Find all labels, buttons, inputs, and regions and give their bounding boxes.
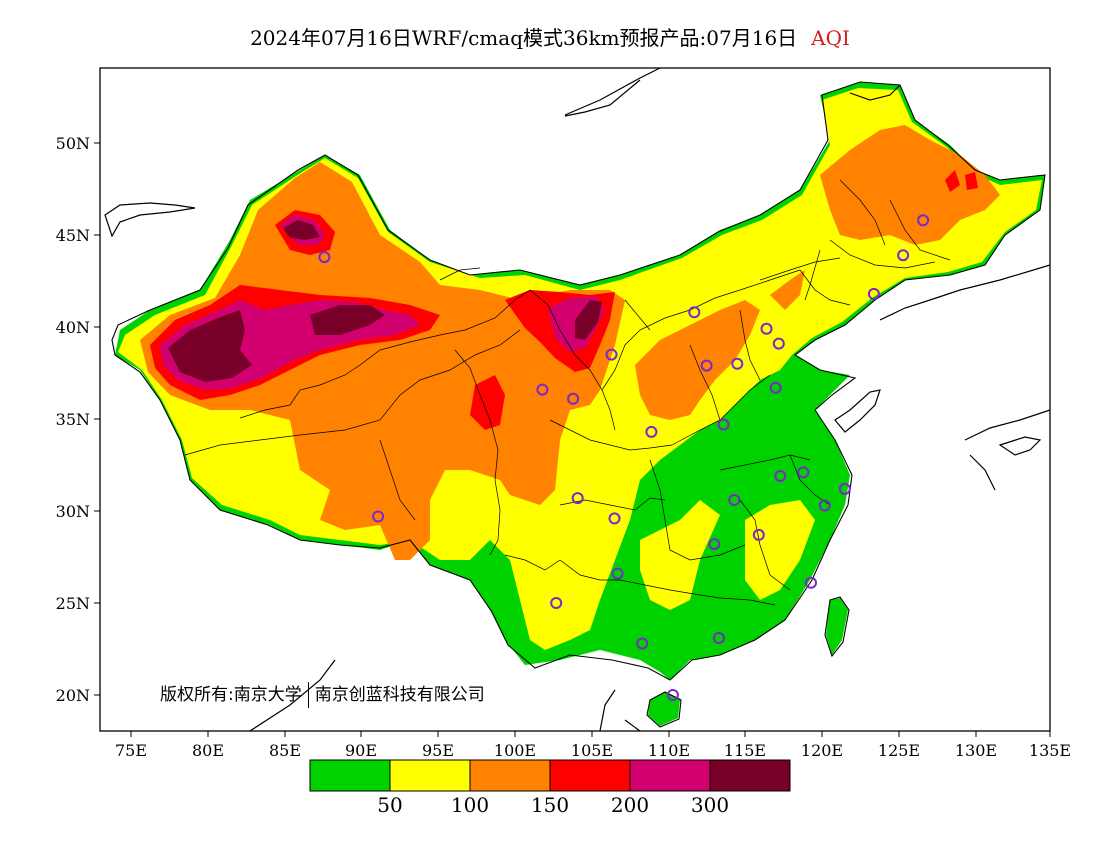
station-marker-harbin: [917, 214, 930, 227]
station-marker-zhengzhou: [717, 418, 730, 431]
map-title: 2024年07月16日WRF/cmaq模式36km预报产品:07月16日 AQI: [0, 22, 1100, 51]
lon-label-135e: 135E: [1029, 741, 1071, 760]
map-frame: [99, 67, 1051, 732]
station-marker-changchun: [897, 249, 910, 262]
station-marker-hefei: [774, 470, 787, 482]
station-marker-fuzhou: [805, 576, 817, 589]
lon-axis: 75E 80E 85E 90E 95E 100E 105E 110E 115E …: [115, 731, 1071, 760]
station-marker-nanning: [636, 637, 649, 650]
legend-swatch-3: [549, 759, 631, 792]
station-marker-changsha: [708, 538, 721, 551]
copyright-note: 版权所有:南京大学 南京创蓝科技有限公司: [160, 680, 485, 708]
station-marker-urumqi: [318, 251, 331, 264]
lat-label-45n: 45N: [56, 226, 90, 245]
station-marker-xining: [536, 383, 549, 396]
station-marker-hohhot: [688, 306, 701, 319]
lon-label-80e: 80E: [192, 741, 224, 760]
station-marker-yinchuan: [605, 348, 618, 361]
lon-label-85e: 85E: [269, 741, 301, 760]
station-marker-lhasa: [372, 510, 385, 523]
station-marker-haikou: [666, 689, 679, 701]
lon-label-130e: 130E: [955, 741, 997, 760]
lat-label-40n: 40N: [56, 318, 90, 337]
lat-label-30n: 30N: [56, 502, 90, 521]
legend-label-200: 200: [611, 793, 649, 817]
lon-label-100e: 100E: [494, 741, 536, 760]
credit-divider: [307, 682, 309, 708]
station-marker-jinan: [769, 381, 782, 394]
title-variable: AQI: [811, 26, 850, 50]
color-legend: [309, 759, 791, 792]
legend-label-50: 50: [377, 793, 402, 817]
station-marker-guiyang: [611, 567, 624, 580]
station-marker-chengdu: [571, 492, 584, 505]
legend-swatch-5: [709, 759, 791, 792]
legend-swatch-2: [469, 759, 551, 792]
legend-swatch-0: [309, 759, 391, 792]
station-marker-lanzhou: [567, 392, 580, 405]
lon-label-115e: 115E: [724, 741, 766, 760]
station-marker-wuhan: [728, 494, 741, 506]
lon-label-75e: 75E: [115, 741, 147, 760]
station-marker-kunming: [550, 597, 563, 609]
legend-label-150: 150: [531, 793, 569, 817]
legend-swatch-1: [389, 759, 471, 792]
station-marker-tianjin: [772, 337, 785, 350]
station-marker-guangzhou: [712, 632, 725, 644]
legend-label-100: 100: [451, 793, 489, 817]
lat-label-35n: 35N: [56, 410, 90, 429]
station-marker-chongqing: [608, 512, 621, 525]
station-markers: [318, 214, 930, 701]
station-marker-xian: [645, 425, 658, 438]
lat-label-20n: 20N: [56, 686, 90, 705]
lon-label-95e: 95E: [422, 741, 454, 760]
china-fill: [115, 82, 1045, 726]
legend-labels: 50 100 150 200 300: [377, 793, 729, 817]
lat-label-50n: 50N: [56, 134, 90, 153]
lon-label-105e: 105E: [571, 741, 613, 760]
credit-university: 版权所有:南京大学: [160, 685, 302, 705]
station-marker-shanghai: [838, 482, 851, 495]
station-marker-shenyang: [867, 287, 880, 300]
lon-label-110e: 110E: [648, 741, 690, 760]
legend-swatch-4: [629, 759, 711, 792]
legend-label-300: 300: [691, 793, 729, 817]
lon-label-90e: 90E: [345, 741, 377, 760]
station-marker-shijiazhuang: [731, 357, 744, 370]
lat-axis: 50N 45N 40N 35N 30N 25N 20N: [56, 134, 100, 705]
station-marker-beijing: [760, 322, 773, 335]
neighbor-coastlines: [104, 67, 1051, 732]
china-outline: [111, 81, 1046, 728]
station-marker-nanchang: [752, 528, 765, 541]
title-text: 2024年07月16日WRF/cmaq模式36km预报产品:07月16日: [250, 26, 798, 50]
station-marker-nanjing: [797, 466, 810, 479]
lon-label-125e: 125E: [878, 741, 920, 760]
credit-company: 南京创蓝科技有限公司: [314, 685, 485, 705]
lon-label-120e: 120E: [801, 741, 843, 760]
lat-label-25n: 25N: [56, 594, 90, 613]
station-marker-taiyuan: [700, 359, 713, 372]
province-borders: [184, 179, 951, 606]
station-marker-hangzhou: [818, 499, 831, 512]
